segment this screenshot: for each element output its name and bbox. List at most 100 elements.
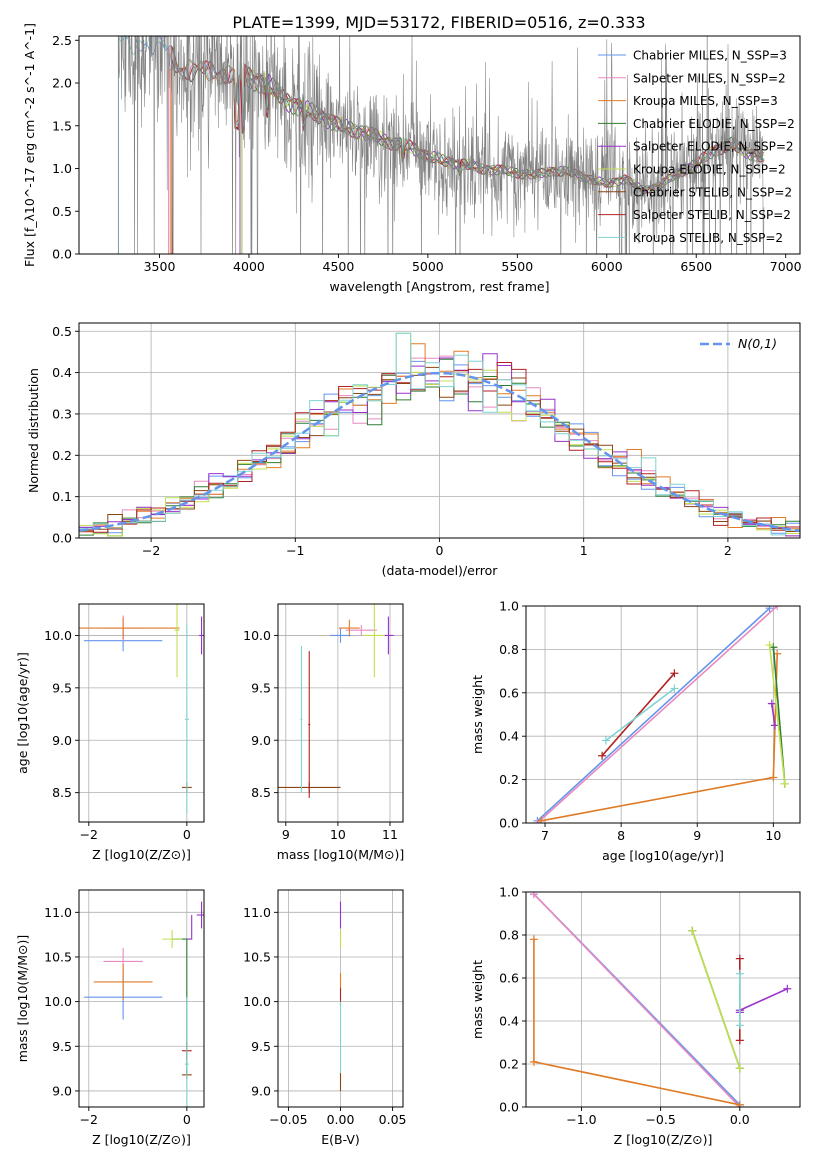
- errorbar-point: [162, 930, 182, 949]
- y-tick-label: 1.0: [52, 161, 72, 176]
- weight-series-marker: [765, 641, 774, 650]
- y-tick-label: 9.0: [251, 1083, 271, 1098]
- axes-frame: [78, 35, 801, 255]
- y-tick-label: 11.0: [44, 905, 72, 920]
- x-tick-label: −2: [80, 1112, 98, 1127]
- y-tick-label: 2.0: [52, 76, 72, 91]
- y-tick-label: 10.5: [44, 949, 72, 964]
- x-tick-label: 10: [330, 827, 346, 842]
- plots-root: 3500 4000 4500 5000 5500 6000 6500 70000.00.51.…: [15, 23, 802, 1147]
- x-tick-label: 4000: [233, 259, 265, 274]
- weight-series-marker: [601, 736, 610, 745]
- x-axis-label: mass [log10(M/M⊙)]: [277, 847, 405, 862]
- x-axis-label: wavelength [Angstrom, rest frame]: [329, 279, 549, 294]
- axes-frame: [525, 891, 801, 1108]
- errorbar-point: [345, 624, 377, 636]
- y-tick-label: 8.5: [251, 785, 271, 800]
- x-tick-label: 5500: [501, 259, 533, 274]
- panel-weight_vs_Z: −1.0 −0.5 0.0 0.0 0.2 0.4 0.6 0.8 1.0 Z [log10(Z/…: [470, 885, 801, 1147]
- x-tick-label: 7000: [770, 259, 802, 274]
- x-tick-label: 10: [765, 828, 781, 843]
- y-tick-label: 0.8: [499, 642, 519, 657]
- y-tick-label: 0.0: [499, 816, 519, 831]
- x-tick-label: 8: [617, 828, 625, 843]
- x-axis-label: (data-model)/error: [382, 563, 499, 578]
- errorbar-point: [196, 901, 204, 929]
- weight-series-marker: [598, 751, 607, 760]
- x-tick-label: 0: [436, 543, 444, 558]
- plot-area-spectrum: [117, 36, 765, 254]
- x-axis-label: Z [log10(Z/Z⊙)]: [92, 847, 191, 862]
- legend-entry: Kroupa MILES, N_SSP=3: [633, 94, 778, 108]
- x-tick-label: 0.05: [379, 1112, 407, 1127]
- weight-series-marker: [735, 1036, 744, 1045]
- y-tick-label: 1.0: [499, 599, 519, 614]
- legend-entry: Salpeter STELIB, N_SSP=2: [633, 208, 791, 222]
- y-tick-label: 0.4: [499, 729, 519, 744]
- weight-series-line: [691, 930, 741, 1069]
- y-tick-label: 0.5: [52, 204, 72, 219]
- y-axis-label: mass [log10(M/M⊙)]: [15, 935, 30, 1063]
- legend-entry: Chabrier MILES, N_SSP=3: [633, 49, 787, 63]
- errorbar-point: [338, 619, 360, 637]
- x-tick-label: 0: [183, 1112, 191, 1127]
- weight-series-marker: [769, 773, 778, 782]
- y-tick-label: 0.2: [52, 448, 72, 463]
- weight-series-marker: [670, 669, 679, 678]
- plot-area-age_vs_mass: [278, 604, 394, 798]
- weight-series-line: [605, 687, 675, 742]
- weight-series-marker: [529, 1057, 538, 1066]
- y-axis-label: Flux [f_λ10^-17 erg cm^-2 s^-1 A^-1]: [22, 23, 37, 267]
- weight-series-marker: [735, 1064, 744, 1073]
- weight-series-line: [768, 645, 786, 784]
- y-axis-label: Normed distribution: [26, 368, 41, 493]
- x-tick-label: 6000: [591, 259, 623, 274]
- x-tick-label: 5000: [412, 259, 444, 274]
- legend-entry: Salpeter MILES, N_SSP=2: [633, 71, 786, 85]
- y-tick-label: 9.0: [52, 733, 72, 748]
- axes-frame: [525, 605, 801, 824]
- y-tick-label: 10.0: [243, 628, 271, 643]
- x-tick-label: 9: [693, 828, 701, 843]
- plot-area-residuals: [79, 332, 800, 537]
- plot-area-mass_vs_Z: [83, 901, 204, 1107]
- panel-residuals: −2 −1 0 1 2 0.0 0.1 0.2 0.3 0.4 0.5 (data-model)/er…: [26, 322, 801, 578]
- weight-series-marker: [735, 1100, 744, 1107]
- weight-series-marker: [529, 892, 538, 899]
- x-tick-label: −1: [286, 543, 304, 558]
- errorbar-point: [363, 604, 385, 678]
- x-tick-label: 0.0: [730, 1112, 750, 1127]
- x-tick-label: −2: [142, 543, 160, 558]
- panel-spectrum: 3500 4000 4500 5000 5500 6000 6500 7000 0.0 0.5 1.…: [22, 23, 802, 294]
- y-tick-label: 1.5: [52, 118, 72, 133]
- errorbar-point: [308, 651, 311, 798]
- panel-mass_vs_ebv: −0.05 0.00 0.05 9.0 9.5 10.0 10.5 11.0 E(B-V): [243, 889, 407, 1147]
- y-tick-label: 0.8: [499, 928, 519, 943]
- x-tick-label: −2: [80, 827, 98, 842]
- y-tick-label: 0.4: [499, 1014, 519, 1029]
- residual-histogram-step: [79, 332, 800, 536]
- residual-histogram-step: [79, 355, 800, 537]
- weight-series-line: [533, 893, 741, 1107]
- residual-legend: N(0,1): [700, 336, 777, 351]
- weight-series-marker: [783, 984, 792, 993]
- weight-series-marker: [765, 606, 774, 613]
- x-tick-label: 4500: [323, 259, 355, 274]
- weight-series-marker: [735, 969, 744, 978]
- weight-series-marker: [537, 816, 546, 823]
- y-tick-label: 9.5: [52, 1039, 72, 1054]
- y-tick-label: 10.0: [44, 994, 72, 1009]
- errorbar-point: [383, 616, 394, 655]
- legend-entry: Chabrier STELIB, N_SSP=2: [633, 185, 792, 199]
- errorbar-point: [300, 645, 303, 793]
- x-tick-label: 2: [724, 543, 732, 558]
- x-tick-label: 6500: [680, 259, 712, 274]
- legend-entry: Kroupa STELIB, N_SSP=2: [633, 231, 783, 245]
- y-tick-label: 0.1: [52, 489, 72, 504]
- panel-weight_vs_age: 7 8 9 10 0.0 0.2 0.4 0.6 0.8 1.0 age [log10(age/yr…: [470, 599, 801, 863]
- observed-spectrum-line: [118, 36, 765, 254]
- connector-line: [186, 915, 193, 940]
- x-axis-label: E(B-V): [321, 1132, 360, 1147]
- y-tick-label: 9.0: [251, 733, 271, 748]
- weight-series-marker: [773, 606, 782, 610]
